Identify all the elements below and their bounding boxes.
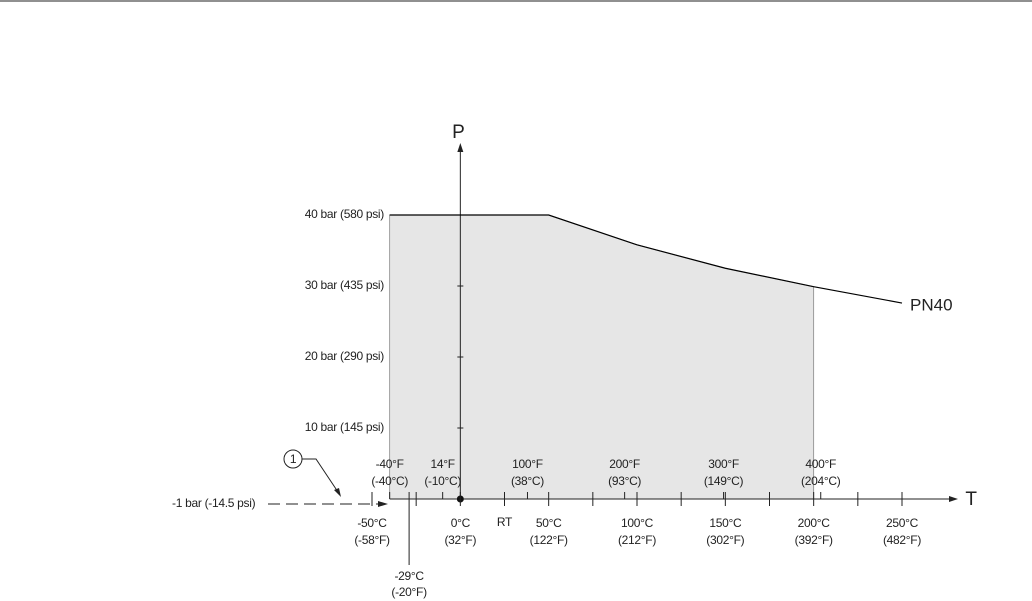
x2-tick-label: 200°F — [609, 457, 640, 471]
x2-tick-sublabel: (204°C) — [801, 474, 841, 488]
x-tick-label: 200°C — [798, 516, 831, 530]
x-extra-sublabel: (-20°F) — [391, 585, 427, 599]
y-tick-label: 40 bar (580 psi) — [305, 207, 385, 221]
x-extra-label: RT — [497, 515, 513, 529]
x-tick-label: 100°C — [621, 516, 654, 530]
x2-tick-label: -40°F — [376, 457, 404, 471]
x-tick-sublabel: (32°F) — [444, 533, 476, 547]
x2-tick-label: 300°F — [708, 457, 739, 471]
x-tick-label: 250°C — [886, 516, 919, 530]
y-tick-label: 10 bar (145 psi) — [305, 420, 385, 434]
x-tick-sublabel: (122°F) — [530, 533, 568, 547]
x-tick-label: 150°C — [709, 516, 742, 530]
x2-tick-sublabel: (149°C) — [704, 474, 744, 488]
x-tick-label: -50°C — [357, 516, 387, 530]
x2-tick-label: 14°F — [431, 457, 455, 471]
x-tick-sublabel: (482°F) — [883, 533, 921, 547]
series-label: PN40 — [910, 296, 953, 315]
pressure-line — [389, 214, 903, 304]
x-tick-label: 0°C — [451, 516, 471, 530]
x2-tick-sublabel: (-40°C) — [371, 474, 408, 488]
y-axis-label: P — [452, 122, 464, 143]
x-tick-sublabel: (212°F) — [618, 533, 656, 547]
x2-tick-label: 400°F — [805, 457, 836, 471]
x2-tick-sublabel: (93°C) — [608, 474, 641, 488]
callout-number: 1 — [290, 452, 297, 466]
x-tick-sublabel: (392°F) — [795, 533, 833, 547]
x2-tick-label: 100°F — [512, 457, 543, 471]
x2-tick-sublabel: (-10°C) — [424, 474, 461, 488]
x-tick-sublabel: (302°F) — [706, 533, 744, 547]
x-axis-label: T — [965, 489, 977, 510]
x-tick-label: 50°C — [536, 516, 562, 530]
callout-arrow — [334, 488, 341, 497]
y-axis-arrow — [457, 143, 464, 152]
x-tick-sublabel: (-58°F) — [354, 533, 390, 547]
callout-leader — [302, 458, 339, 493]
y-tick-label: 30 bar (435 psi) — [305, 278, 385, 292]
x-extra-label: -29°C — [394, 569, 424, 583]
x-axis-arrow — [949, 496, 958, 502]
y-tick-label: 20 bar (290 psi) — [305, 349, 385, 363]
x2-tick-sublabel: (38°C) — [511, 474, 544, 488]
baseline-arrow — [378, 501, 388, 507]
baseline-label: -1 bar (-14.5 psi) — [172, 496, 256, 510]
